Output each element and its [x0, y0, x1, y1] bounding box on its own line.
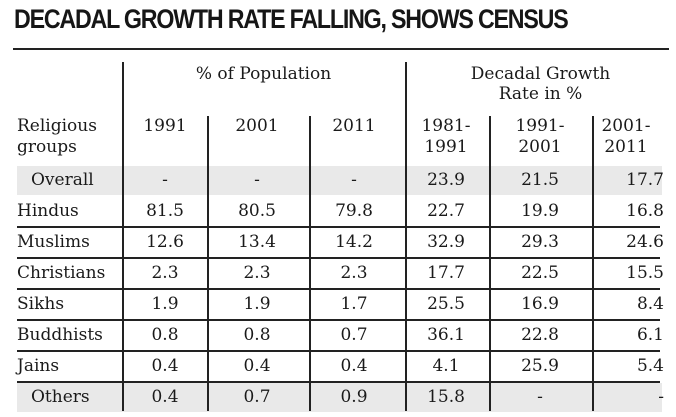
table-cell: 24.6	[626, 232, 664, 252]
table-cell: 23.9	[427, 170, 465, 190]
table-cell: 6.1	[636, 325, 664, 345]
table-cell: -	[254, 170, 260, 190]
column-header: 2001	[235, 116, 279, 136]
table-cell: -	[658, 387, 664, 407]
column-header: 2001-	[601, 116, 651, 136]
table-cell: 0.4	[340, 356, 368, 376]
table-cell: 0.4	[151, 356, 179, 376]
table-cell: -	[162, 170, 168, 190]
table-cell: 16.8	[626, 201, 664, 221]
row-header-label-line2: groups	[17, 137, 77, 157]
table-cell: 17.7	[427, 263, 465, 283]
table-cell: 19.9	[521, 201, 559, 221]
table-cell: 0.9	[340, 387, 368, 407]
table-cell: 2.3	[243, 263, 271, 283]
table-cell: 0.8	[151, 325, 179, 345]
table-cell: 0.7	[340, 325, 368, 345]
table-cell: 79.8	[335, 201, 373, 221]
chart-title: DECADAL GROWTH RATE FALLING, SHOWS CENSU…	[14, 4, 569, 34]
table-cell: 15.5	[626, 263, 664, 283]
row-divider	[17, 319, 660, 321]
table-cell: 5.4	[636, 356, 664, 376]
row-shade	[17, 383, 662, 412]
group-header-growth-line1: Decadal Growth	[470, 64, 611, 84]
table-cell: 29.3	[521, 232, 559, 252]
row-header-label-line1: Religious	[17, 116, 97, 136]
table-cell: 0.4	[243, 356, 271, 376]
table-cell: 25.9	[521, 356, 559, 376]
column-header: 1991-	[515, 116, 565, 136]
table-cell: 32.9	[427, 232, 465, 252]
table-cell: 12.6	[146, 232, 184, 252]
table-cell: 0.7	[243, 387, 271, 407]
group-header-growth-line2: Rate in %	[498, 84, 583, 104]
table-cell: 17.7	[626, 170, 664, 190]
row-label: Christians	[17, 263, 106, 283]
row-divider	[17, 257, 660, 259]
column-header-line2: 2001	[518, 137, 562, 157]
row-divider	[17, 381, 660, 383]
table-cell: 14.2	[335, 232, 373, 252]
table-cell: 13.4	[238, 232, 276, 252]
column-header: 1991	[143, 116, 187, 136]
row-divider	[17, 350, 660, 352]
table-cell: 36.1	[427, 325, 465, 345]
table-cell: 22.5	[521, 263, 559, 283]
row-label: Others	[31, 387, 90, 407]
row-label: Muslims	[17, 232, 90, 252]
table-cell: 81.5	[146, 201, 184, 221]
table-cell: 1.7	[340, 294, 368, 314]
table-cell: 4.1	[432, 356, 460, 376]
column-header: 2011	[332, 116, 376, 136]
table-cell: 22.8	[521, 325, 559, 345]
table-cell: 0.4	[151, 387, 179, 407]
title-underline	[13, 48, 669, 50]
table-cell: 15.8	[427, 387, 465, 407]
table-cell: 80.5	[238, 201, 276, 221]
row-divider	[17, 288, 660, 290]
group-header-population: % of Population	[195, 64, 332, 84]
column-divider	[207, 116, 209, 411]
row-label: Buddhists	[17, 325, 103, 345]
row-label: Jains	[17, 356, 60, 376]
row-label: Overall	[31, 170, 94, 190]
column-divider	[489, 116, 491, 411]
column-divider	[592, 116, 594, 411]
table-cell: 2.3	[340, 263, 368, 283]
row-shade	[17, 166, 662, 195]
table-cell: -	[351, 170, 357, 190]
table-cell: 1.9	[243, 294, 271, 314]
table-cell: 0.8	[243, 325, 271, 345]
row-label: Hindus	[17, 201, 79, 221]
table-cell: 2.3	[151, 263, 179, 283]
table-cell: 16.9	[521, 294, 559, 314]
row-divider	[17, 226, 660, 228]
table-cell: 21.5	[521, 170, 559, 190]
column-divider	[122, 62, 124, 411]
table-cell: 22.7	[427, 201, 465, 221]
column-header-line2: 2011	[604, 137, 648, 157]
table-cell: 8.4	[636, 294, 664, 314]
table-cell: -	[537, 387, 543, 407]
column-header: 1981-	[421, 116, 471, 136]
column-divider	[309, 116, 311, 411]
table-cell: 25.5	[427, 294, 465, 314]
table-cell: 1.9	[151, 294, 179, 314]
row-label: Sikhs	[17, 294, 65, 314]
column-divider	[405, 62, 407, 411]
column-header-line2: 1991	[424, 137, 468, 157]
